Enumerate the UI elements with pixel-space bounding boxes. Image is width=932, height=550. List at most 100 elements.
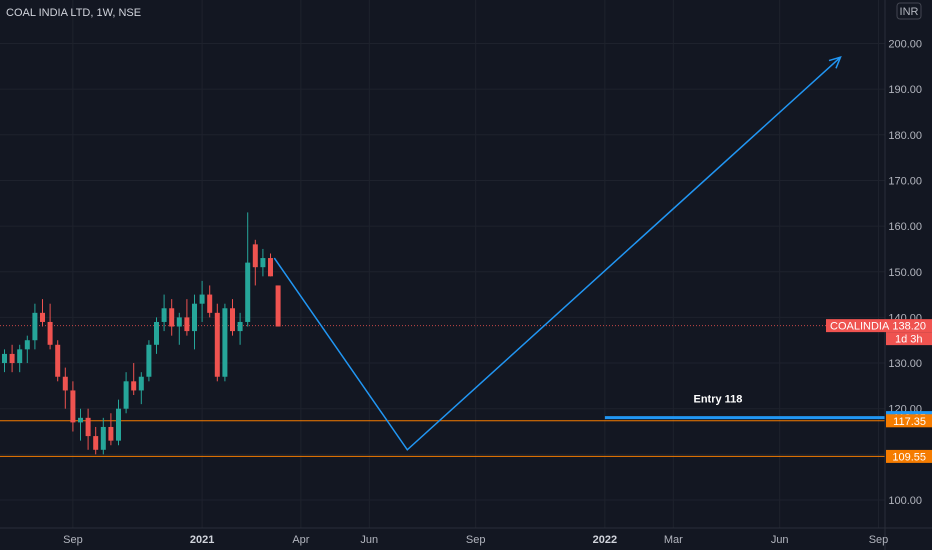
candle[interactable] [207, 285, 213, 318]
candle[interactable] [108, 413, 114, 446]
projection-path[interactable] [273, 56, 842, 451]
candle-body [207, 294, 213, 313]
candle-body [24, 340, 30, 350]
candle[interactable] [9, 344, 15, 373]
candle[interactable] [192, 294, 197, 350]
candle-body [78, 417, 83, 423]
candle-body [184, 317, 190, 332]
candle[interactable] [214, 303, 220, 382]
candle[interactable] [222, 303, 228, 382]
candle[interactable] [100, 417, 106, 455]
candle-body [245, 262, 251, 322]
candle[interactable] [237, 312, 243, 345]
candle-body [237, 321, 243, 332]
price-tick-label: 160.00 [888, 221, 922, 233]
candle-body [199, 294, 205, 304]
price-tick-label: 100.00 [888, 495, 922, 507]
arrow-head [828, 56, 842, 69]
price-tag-countdown: 1d 3h [895, 334, 923, 346]
candle[interactable] [47, 303, 53, 350]
candle[interactable] [275, 285, 281, 327]
candle[interactable] [32, 303, 38, 350]
candle[interactable] [260, 248, 266, 277]
price-tag: 109.55 [886, 449, 932, 463]
candle-body [252, 244, 258, 268]
candle-body [161, 308, 167, 322]
candle-body [40, 312, 45, 322]
time-tick-label: Sep [869, 534, 889, 546]
entry-label[interactable]: Entry 118 [693, 394, 742, 406]
candle[interactable] [138, 372, 144, 405]
candle[interactable] [2, 349, 7, 373]
candle-body [116, 408, 121, 441]
time-tick-label: Sep [63, 534, 83, 546]
price-tag-bg [826, 319, 932, 333]
candle-body [93, 436, 99, 450]
candle-body [17, 349, 23, 364]
candle[interactable] [123, 372, 129, 414]
candle-body [9, 353, 15, 364]
candles[interactable] [2, 212, 281, 455]
drawings[interactable]: Entry 118 [273, 56, 885, 451]
price-tag-bg [886, 449, 932, 463]
candle-body [47, 321, 53, 345]
candle[interactable] [161, 294, 167, 332]
candle-body [222, 308, 228, 377]
candle-body [55, 344, 61, 377]
price-tick-label: 200.00 [888, 39, 922, 51]
price-tag-symbol: COALINDIA [830, 321, 890, 333]
price-tag: 117.35 [886, 414, 932, 428]
candle[interactable] [268, 253, 273, 277]
candle-body [260, 258, 266, 268]
candle[interactable] [199, 280, 205, 322]
candle[interactable] [245, 212, 251, 327]
time-tick-label: Apr [292, 534, 309, 546]
candle[interactable] [70, 381, 76, 432]
candle-body [176, 317, 182, 327]
time-tick-label: Jun [360, 534, 378, 546]
candle[interactable] [55, 340, 61, 382]
candle[interactable] [116, 399, 121, 446]
candle[interactable] [85, 408, 91, 450]
price-tag-value: 117.35 [893, 416, 926, 428]
candle-body [154, 321, 159, 345]
time-tick-label: 2022 [593, 534, 617, 546]
price-tick-label: 180.00 [888, 130, 922, 142]
candle[interactable] [93, 426, 99, 455]
candle-body [138, 376, 144, 391]
candle[interactable] [78, 408, 83, 441]
candle[interactable] [131, 363, 137, 396]
time-tick-label: Jun [771, 534, 789, 546]
time-tick-label: 2021 [190, 534, 214, 546]
price-tick-label: 150.00 [888, 267, 922, 279]
time-tick-label: Sep [466, 534, 486, 546]
candle[interactable] [230, 299, 235, 336]
price-axis[interactable]: 100.00110.00120.00130.00140.00150.00160.… [884, 0, 932, 550]
currency-button[interactable]: INR [896, 2, 922, 20]
price-tick-label: 190.00 [888, 84, 922, 96]
candle[interactable] [154, 317, 159, 354]
currency-label: INR [900, 6, 919, 18]
candle-body [268, 258, 273, 277]
candle-body [230, 308, 235, 332]
time-axis[interactable]: Sep 2021 Apr Jun Sep 2022 Mar Jun Sep [0, 527, 932, 546]
candle[interactable] [24, 335, 30, 364]
candle[interactable] [169, 299, 175, 336]
chart-grid [0, 0, 885, 528]
candle[interactable] [184, 299, 190, 336]
price-tag-bg [886, 332, 932, 346]
candle[interactable] [146, 340, 152, 382]
candle[interactable] [176, 312, 182, 345]
candle[interactable] [62, 367, 68, 409]
price-tag-value: 109.55 [892, 451, 926, 463]
candle-body [192, 303, 197, 332]
candle-body [131, 381, 137, 391]
horizontal-lines [0, 325, 885, 457]
candle[interactable] [40, 299, 45, 327]
candle[interactable] [17, 344, 23, 373]
price-tag-bg [886, 414, 932, 428]
candle[interactable] [252, 239, 258, 286]
